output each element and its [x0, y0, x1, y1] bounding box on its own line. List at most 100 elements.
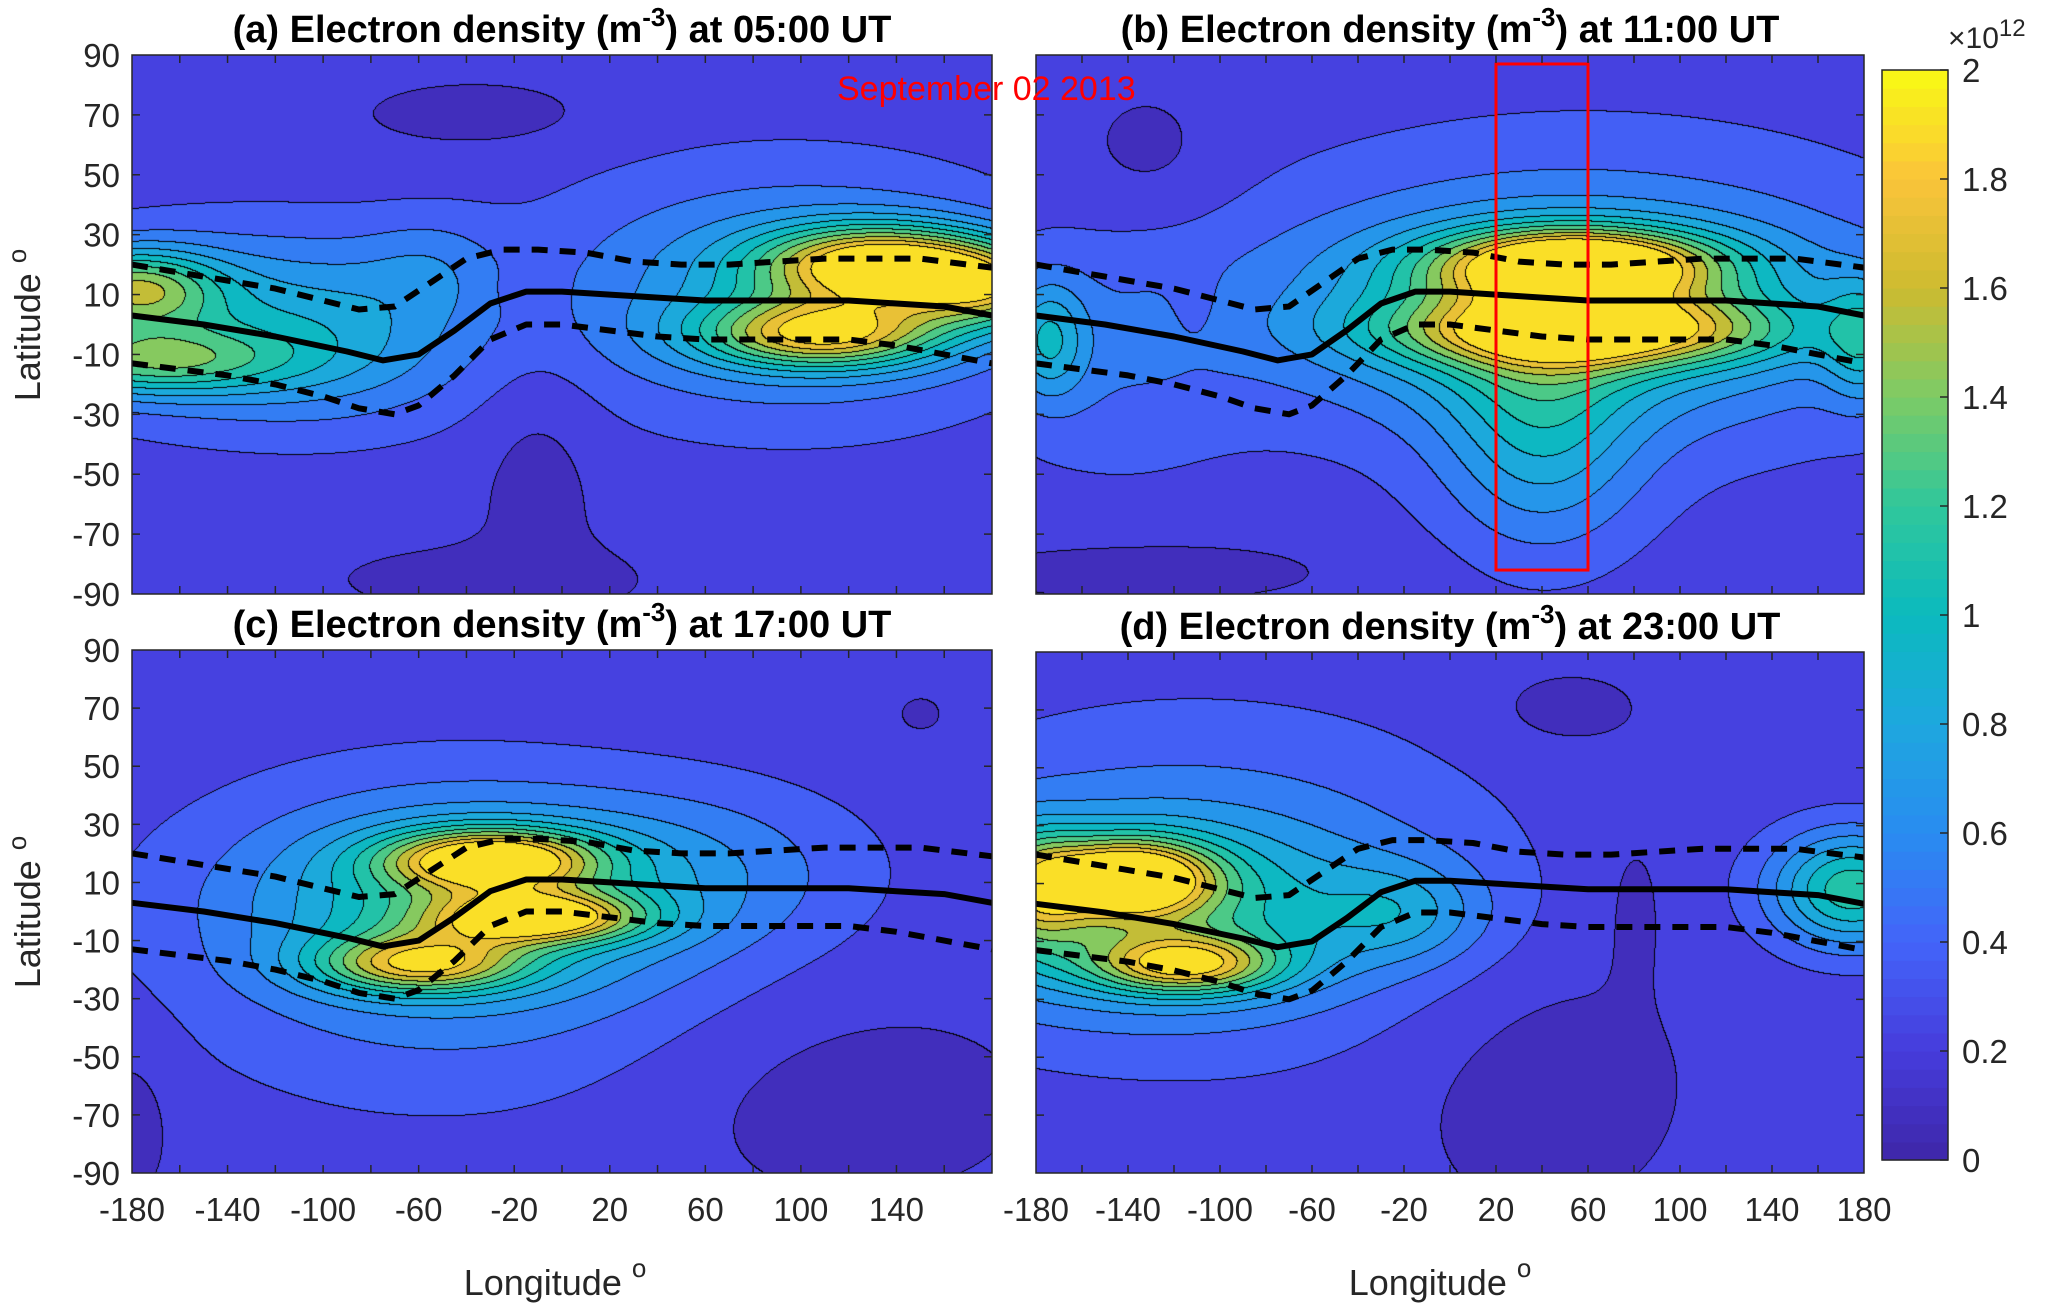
colorbar-segment — [1882, 524, 1948, 543]
x-tick-label: -100 — [1187, 1191, 1253, 1228]
panels: 90 70 50 30 10 -10 -30 -50 -70 -90 90 70 50 30 10 -10 -3… — [72, 37, 1891, 1228]
colorbar-segment — [1882, 342, 1948, 362]
colorbar-tick-label: 2 — [1962, 52, 1980, 89]
colorbar-tick-label: 1.2 — [1962, 488, 2008, 525]
y-tick-label: 10 — [83, 864, 120, 901]
colorbar-segment — [1882, 1032, 1948, 1052]
colorbar-tick-label: 0.4 — [1962, 924, 2008, 961]
y-tick-label: 90 — [83, 37, 120, 74]
x-tick-label: 20 — [591, 1191, 628, 1228]
panel-c: 90 70 50 30 10 -10 -30 -50 -70 -90-180 -140 -100 -60… — [72, 632, 993, 1228]
y-axis-label-top: Latitudeo — [2, 249, 48, 402]
x-axis-label-right: Longitude o — [1349, 1253, 1532, 1303]
colorbar-segment — [1882, 742, 1948, 761]
colorbar-segment — [1882, 70, 1948, 89]
panel-c-eia-south-crest-line — [131, 908, 993, 1002]
y-tick-label: 30 — [83, 806, 120, 843]
panel-a-density-field — [132, 55, 992, 594]
colorbar-segment — [1882, 724, 1948, 743]
colorbar-segment — [1882, 978, 1948, 998]
colorbar-segment — [1882, 197, 1948, 216]
panel-a: 90 70 50 30 10 -10 -30 -50 -70 -90 — [72, 37, 993, 613]
colorbar-tick-label: 0.2 — [1962, 1033, 2008, 1070]
colorbar-segment — [1882, 542, 1948, 562]
colorbar-segment — [1882, 506, 1948, 525]
colorbar-segment — [1882, 633, 1948, 652]
y-tick-label: -50 — [72, 1039, 120, 1076]
colorbar-segment — [1882, 760, 1948, 780]
colorbar-segment — [1882, 833, 1948, 852]
panel-c-magnetic-equator-line — [131, 876, 993, 950]
colorbar-segment — [1882, 651, 1948, 671]
colorbar-segment — [1882, 306, 1948, 325]
colorbar-segment — [1882, 778, 1948, 798]
colorbar-tick-label: 0.8 — [1962, 706, 2008, 743]
colorbar-segment — [1882, 142, 1948, 162]
colorbar-segment — [1882, 615, 1948, 634]
panel-b-magnetic-equator-line — [1035, 288, 1865, 364]
x-tick-label: 20 — [1478, 1191, 1515, 1228]
y-tick-label: 70 — [83, 690, 120, 727]
colorbar-segment — [1882, 360, 1948, 380]
colorbar-segment — [1882, 433, 1948, 453]
colorbar-segment — [1882, 705, 1948, 725]
colorbar-segment — [1882, 469, 1948, 489]
colorbar-segment — [1882, 124, 1948, 144]
y-tick-label: 70 — [83, 97, 120, 134]
colorbar-segment — [1882, 869, 1948, 889]
y-axis-label-bottom: Latitudeo — [2, 836, 48, 989]
panel-d-title: (d) Electron density (m-3) at 23:00 UT — [1120, 599, 1781, 648]
colorbar-tick-label: 0.6 — [1962, 815, 2008, 852]
colorbar-segment — [1882, 397, 1948, 416]
y-tick-label: 50 — [83, 157, 120, 194]
colorbar-segment — [1882, 1105, 1948, 1125]
x-tick-label: -180 — [99, 1191, 165, 1228]
panel-c-eia-north-crest-line — [131, 835, 993, 900]
colorbar-segment — [1882, 324, 1948, 344]
panel-b-title: (b) Electron density (m-3) at 11:00 UT — [1121, 2, 1780, 51]
colorbar-segment — [1882, 687, 1948, 707]
x-tick-label: -20 — [1380, 1191, 1428, 1228]
colorbar-segment — [1882, 415, 1948, 434]
colorbar-exponent: ×1012 — [1948, 15, 2026, 55]
colorbar-tick-label: 1.6 — [1962, 270, 2008, 307]
colorbar-segment — [1882, 160, 1948, 180]
colorbar-segment — [1882, 942, 1948, 961]
x-tick-label: -100 — [290, 1191, 356, 1228]
colorbar-segment — [1882, 560, 1948, 580]
colorbar-segment — [1882, 596, 1948, 616]
x-tick-label: 180 — [1836, 1191, 1891, 1228]
colorbar-segment — [1882, 233, 1948, 253]
y-tick-label: 90 — [83, 632, 120, 669]
colorbar-segment — [1882, 179, 1948, 198]
colorbar-segment — [1882, 288, 1948, 307]
y-tick-label: -10 — [72, 336, 120, 373]
x-tick-label: -60 — [1288, 1191, 1336, 1228]
panel-d-eia-north-crest-line — [1035, 837, 1865, 901]
panel-d: -180 -140 -100 -60 -20 20 60 100 140 180 — [1003, 651, 1892, 1228]
x-tick-label: 60 — [687, 1191, 724, 1228]
colorbar-segment — [1882, 1051, 1948, 1070]
panel-b-eia-north-crest-line — [1035, 246, 1865, 313]
density-contour-fill — [132, 55, 992, 594]
x-tick-label: -180 — [1003, 1191, 1069, 1228]
colorbar-segment — [1882, 796, 1948, 816]
colorbar-tick-label: 0 — [1962, 1142, 1980, 1179]
x-tick-label: -140 — [1095, 1191, 1161, 1228]
panel-a-title: (a) Electron density (m-3) at 05:00 UT — [233, 2, 892, 51]
colorbar-tick-label: 1.4 — [1962, 379, 2008, 416]
colorbar-tick-label: 1 — [1962, 597, 1980, 634]
y-tick-label: -30 — [72, 396, 120, 433]
panel-d-magnetic-equator-line — [1035, 877, 1865, 951]
colorbar-segment — [1882, 1069, 1948, 1088]
panel-b-eia-south-crest-line — [1035, 321, 1865, 418]
colorbar-segment — [1882, 378, 1948, 398]
colorbar-segment — [1882, 269, 1948, 289]
colorbar-segment — [1882, 251, 1948, 271]
y-tick-label: -30 — [72, 981, 120, 1018]
x-axis-label-left: Longitude o — [464, 1253, 647, 1303]
colorbar-segment — [1882, 923, 1948, 943]
colorbar-segment — [1882, 1014, 1948, 1034]
y-tick-label: -90 — [72, 1155, 120, 1192]
